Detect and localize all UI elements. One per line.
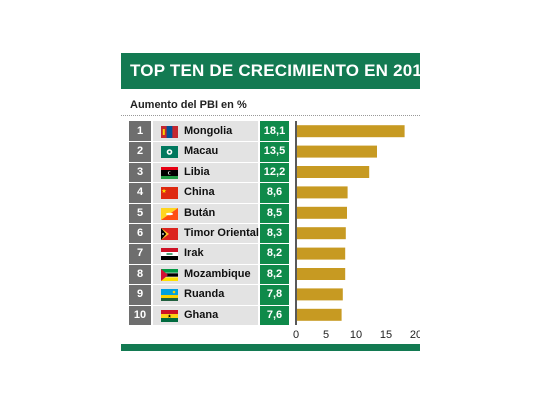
value-label: 7,6 bbox=[266, 309, 283, 321]
country-name: Bután bbox=[184, 207, 216, 219]
chart-subtitle: Aumento del PBI en % bbox=[130, 99, 247, 111]
mongolia-flag-icon bbox=[161, 125, 178, 138]
value-label: 7,8 bbox=[266, 288, 283, 300]
row-separator bbox=[129, 284, 289, 285]
row-separator bbox=[129, 162, 289, 163]
row-separator bbox=[129, 305, 289, 306]
libya-flag-icon bbox=[161, 166, 178, 179]
bhutan-flag-icon bbox=[161, 207, 178, 220]
bar-4 bbox=[297, 186, 348, 199]
rank-label: 2 bbox=[136, 145, 144, 157]
bar-9 bbox=[297, 288, 343, 301]
rank-label: 8 bbox=[136, 268, 144, 280]
x-tick-label: 10 bbox=[350, 329, 362, 341]
bottom-bar bbox=[121, 344, 420, 351]
bar-8 bbox=[297, 268, 346, 280]
country-name: Macau bbox=[184, 145, 219, 157]
rank-label: 5 bbox=[136, 207, 144, 219]
table-row: 7 Irak 8,2 bbox=[121, 243, 420, 263]
table-row: 10 Ghana 7,6 bbox=[121, 305, 420, 325]
value-label: 13,5 bbox=[263, 145, 286, 157]
bar-2 bbox=[297, 145, 377, 158]
country-name: Mozambique bbox=[184, 268, 251, 280]
iraq-flag-icon bbox=[161, 247, 178, 260]
bar-6 bbox=[297, 227, 346, 240]
table-row: 5 Bután 8,5 bbox=[121, 203, 420, 223]
rank-label: 1 bbox=[136, 125, 144, 137]
rank-label: 10 bbox=[133, 309, 147, 321]
ghana-flag-icon bbox=[161, 309, 178, 322]
east-timor-flag-icon bbox=[161, 227, 178, 240]
table-row: 6 Timor Oriental 8,3 bbox=[121, 223, 420, 243]
country-name: Timor Oriental bbox=[184, 227, 259, 239]
row-separator bbox=[129, 182, 289, 183]
china-flag-icon bbox=[161, 186, 178, 199]
row-separator bbox=[129, 203, 289, 204]
bar-7 bbox=[297, 247, 346, 260]
country-name: Mongolia bbox=[184, 125, 233, 137]
table-row: 2 Macau 13,5 bbox=[121, 141, 420, 161]
x-tick-label: 0 bbox=[293, 329, 299, 341]
divider bbox=[121, 115, 420, 116]
table-row: 8 Mozambique 8,2 bbox=[121, 264, 420, 284]
table-row: 3 Libia 12,2 bbox=[121, 162, 420, 182]
value-label: 8,6 bbox=[266, 186, 283, 198]
table-row: 9 Ruanda 7,8 bbox=[121, 284, 420, 304]
bar-10 bbox=[297, 308, 342, 321]
country-name: Ruanda bbox=[184, 288, 225, 300]
table-row: 4 China 8,6 bbox=[121, 182, 420, 202]
value-label: 8,5 bbox=[266, 207, 283, 219]
bar-5 bbox=[297, 206, 347, 219]
value-label: 18,1 bbox=[263, 125, 286, 137]
value-label: 8,3 bbox=[266, 227, 283, 239]
table-row: 1 Mongolia 18,1 bbox=[121, 121, 420, 141]
row-separator bbox=[129, 223, 289, 224]
value-label: 12,2 bbox=[263, 166, 286, 178]
rank-label: 9 bbox=[136, 288, 144, 300]
x-tick-label: 20 bbox=[410, 329, 420, 341]
row-separator bbox=[129, 141, 289, 142]
row-separator bbox=[129, 243, 289, 244]
x-tick-label: 15 bbox=[380, 329, 392, 341]
value-label: 8,2 bbox=[266, 268, 283, 280]
rwanda-flag-icon bbox=[161, 288, 178, 301]
rank-label: 3 bbox=[136, 166, 144, 178]
country-name: Libia bbox=[184, 166, 210, 178]
country-name: Irak bbox=[184, 247, 204, 259]
rank-label: 7 bbox=[136, 247, 144, 259]
macau-flag-icon bbox=[161, 145, 178, 158]
bar-3 bbox=[297, 166, 370, 178]
rank-label: 6 bbox=[136, 227, 144, 239]
x-tick-label: 5 bbox=[323, 329, 329, 341]
chart-panel: TOP TEN DE CRECIMIENTO EN 2013 Aumento d… bbox=[121, 53, 432, 351]
bar-chart: 0 5 10 15 20 bbox=[293, 121, 420, 341]
value-label: 8,2 bbox=[266, 247, 283, 259]
chart-title: TOP TEN DE CRECIMIENTO EN 2013 bbox=[121, 53, 432, 89]
country-name: China bbox=[184, 186, 215, 198]
mozambique-flag-icon bbox=[161, 268, 178, 281]
country-name: Ghana bbox=[184, 309, 219, 321]
rank-label: 4 bbox=[136, 186, 144, 198]
bar-1 bbox=[297, 125, 405, 138]
row-separator bbox=[129, 264, 289, 265]
